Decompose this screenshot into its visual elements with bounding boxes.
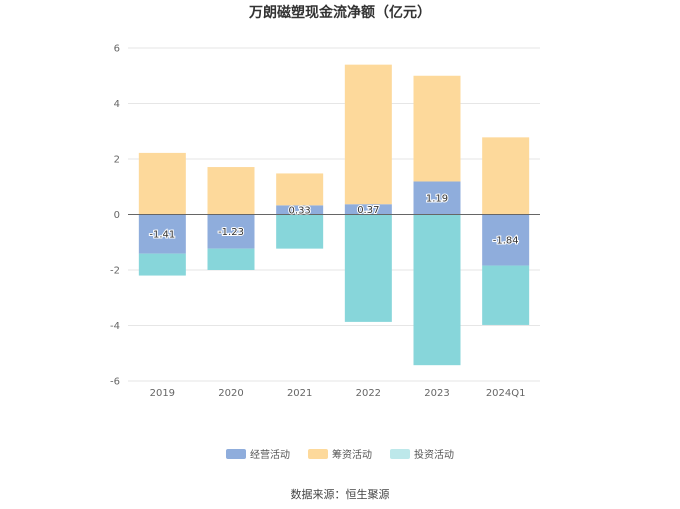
y-tick-label: 6: [114, 44, 120, 55]
y-tick-label: 2: [114, 155, 120, 166]
x-tick-label: 2022: [356, 388, 381, 399]
legend-item[interactable]: 筹资活动: [308, 446, 372, 461]
chart-legend: 经营活动 筹资活动 投资活动: [0, 446, 680, 461]
bar-经营活动: [344, 204, 392, 215]
bar-经营活动: [276, 205, 324, 215]
x-tick-label: 2024Q1: [486, 388, 526, 399]
bar-投资活动: [344, 214, 392, 322]
y-tick-label: 4: [114, 99, 120, 110]
bar-投资活动: [138, 253, 186, 276]
y-tick-label: 0: [114, 210, 120, 221]
y-tick-label: -4: [110, 321, 120, 332]
legend-swatch: [308, 448, 328, 459]
bar-筹资活动: [138, 152, 186, 215]
bar-投资活动: [482, 265, 530, 325]
data-label: 0.33: [289, 205, 311, 216]
data-label: -1.84: [493, 236, 519, 247]
bar-筹资活动: [207, 167, 255, 215]
legend-item[interactable]: 经营活动: [226, 446, 290, 461]
legend-swatch: [226, 448, 246, 459]
bar-经营活动: [482, 214, 530, 266]
bar-投资活动: [413, 214, 461, 366]
x-tick-label: 2020: [218, 388, 243, 399]
legend-label: 投资活动: [414, 450, 454, 461]
x-tick-label: 2023: [424, 388, 449, 399]
bar-投资活动: [207, 248, 255, 270]
data-label: 1.19: [426, 193, 448, 204]
bar-经营活动: [207, 214, 255, 249]
x-tick-label: 2019: [150, 388, 175, 399]
chart-title: 万朗磁塑现金流净额（亿元）: [249, 5, 431, 21]
x-tick-label: 2021: [287, 388, 312, 399]
source-note: 数据来源：恒生聚源: [290, 488, 390, 501]
bar-投资活动: [276, 214, 324, 249]
legend-swatch: [390, 448, 410, 459]
legend-item[interactable]: 投资活动: [390, 446, 454, 461]
legend-label: 筹资活动: [332, 450, 372, 461]
data-label: -1.23: [218, 227, 244, 238]
bar-筹资活动: [482, 137, 530, 215]
data-label: 0.37: [357, 205, 379, 216]
bar-筹资活动: [344, 64, 392, 205]
y-tick-label: -6: [110, 377, 120, 388]
data-label: -1.41: [149, 230, 175, 241]
bar-经营活动: [413, 181, 461, 215]
bar-经营活动: [138, 214, 186, 254]
legend-label: 经营活动: [250, 450, 290, 461]
bar-筹资活动: [276, 173, 324, 206]
y-tick-label: -2: [110, 266, 120, 277]
bar-筹资活动: [413, 75, 461, 182]
